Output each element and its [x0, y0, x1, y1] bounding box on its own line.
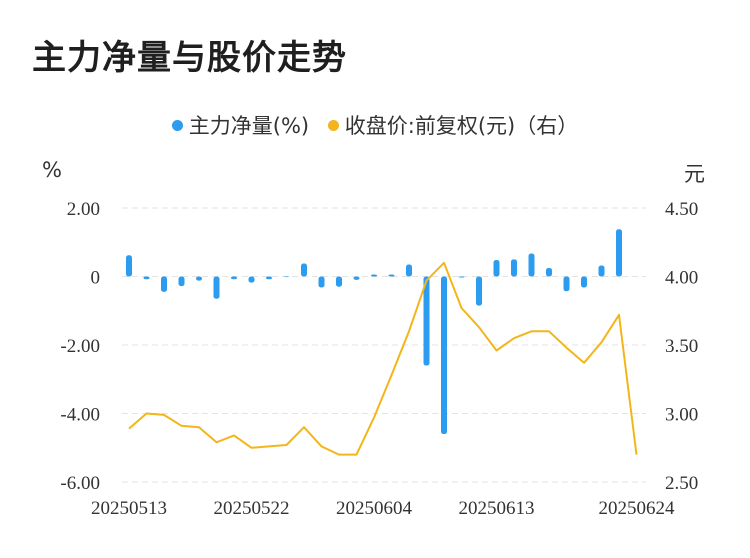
bar-22: [511, 259, 517, 277]
bar-13: [353, 276, 360, 280]
x-tick-label: 20250604: [336, 498, 413, 519]
bar-24: [546, 267, 552, 277]
bar-3: [178, 276, 185, 287]
chart-legend: 主力净量(%) 收盘价:前复权(元)（右）: [0, 110, 750, 140]
legend-label-net-flow: 主力净量(%): [188, 114, 310, 138]
bar-23: [528, 253, 535, 277]
bar-27: [598, 265, 605, 277]
left-tick-label: 0: [91, 268, 101, 289]
bar-6: [231, 276, 237, 280]
bar-4: [196, 276, 202, 281]
bar-1: [143, 276, 150, 280]
bar-9: [283, 276, 290, 278]
close-price-line: [128, 261, 638, 456]
left-tick-label: -4.00: [60, 405, 100, 426]
left-tick-label: 2.00: [67, 199, 100, 220]
right-tick-label: 4.50: [665, 199, 698, 220]
legend-dot-line: [327, 119, 339, 131]
bar-14: [371, 274, 377, 277]
legend-item-close-price[interactable]: 收盘价:前复权(元)（右）: [327, 110, 579, 140]
legend-label-close-price: 收盘价:前复权(元)（右）: [344, 114, 579, 138]
bar-16: [406, 264, 412, 277]
bar-5: [213, 276, 220, 299]
bar-8: [266, 276, 272, 280]
bar-19: [458, 276, 465, 278]
x-tick-label: 20250624: [599, 498, 676, 519]
bar-2: [161, 276, 167, 292]
legend-dot-bar: [171, 119, 183, 131]
bar-12: [336, 276, 342, 287]
bar-20: [476, 276, 482, 306]
bar-7: [248, 276, 255, 283]
bar-15: [388, 274, 395, 277]
chart-title: 主力净量与股价走势: [32, 38, 347, 78]
x-tick-label: 20250613: [459, 498, 535, 519]
legend-item-net-flow[interactable]: 主力净量(%): [171, 110, 310, 140]
bar-25: [563, 276, 570, 292]
bar-18: [441, 276, 447, 435]
bar-0: [126, 255, 132, 277]
bar-17: [423, 276, 430, 366]
x-tick-label: 20250513: [91, 498, 167, 519]
left-tick-label: -2.00: [60, 336, 100, 357]
left-axis-unit: %: [42, 158, 62, 182]
bar-21: [493, 260, 500, 277]
right-tick-label: 3.50: [665, 336, 698, 357]
right-tick-label: 2.50: [665, 473, 698, 494]
left-tick-label: -6.00: [60, 473, 100, 494]
bar-28: [616, 229, 622, 277]
bar-11: [318, 276, 325, 288]
right-axis-unit: 元: [684, 162, 705, 186]
bar-10: [301, 263, 307, 277]
right-tick-label: 3.00: [665, 405, 698, 426]
x-tick-label: 20250522: [214, 498, 290, 519]
right-tick-label: 4.00: [665, 268, 698, 289]
bar-26: [581, 276, 587, 288]
